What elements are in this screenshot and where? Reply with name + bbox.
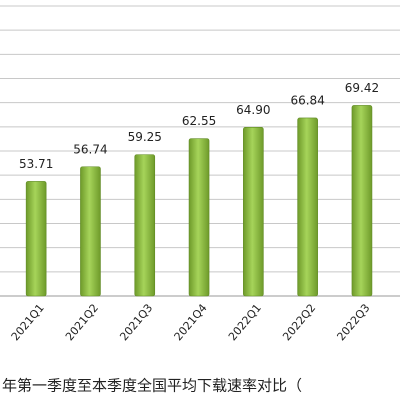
x-tick-label: 2021Q4 [172, 302, 210, 344]
bar [188, 138, 210, 297]
data-label: 59.25 [128, 130, 162, 144]
data-label: 56.74 [73, 142, 107, 156]
bar [80, 166, 101, 297]
data-label: 53.71 [19, 157, 53, 171]
data-label: 62.55 [182, 114, 216, 128]
chart-title: 年第一季度至本季度全国平均下载速率对比（ [2, 377, 302, 395]
bar [243, 127, 264, 297]
bar [25, 181, 47, 297]
bar [351, 105, 373, 297]
x-tick-label: 2022Q2 [280, 302, 318, 344]
x-tick-label: 2021Q3 [117, 302, 155, 344]
data-label: 66.84 [290, 93, 324, 107]
x-tick-label: 2021Q1 [9, 302, 47, 344]
x-tick-label: 2022Q1 [226, 302, 264, 344]
bar [297, 117, 318, 297]
bar [134, 154, 156, 297]
x-tick-label: 2022Q3 [335, 302, 373, 344]
data-label: 64.90 [236, 103, 270, 117]
x-tick-label: 2021Q2 [63, 302, 101, 344]
data-label: 69.42 [345, 81, 379, 95]
